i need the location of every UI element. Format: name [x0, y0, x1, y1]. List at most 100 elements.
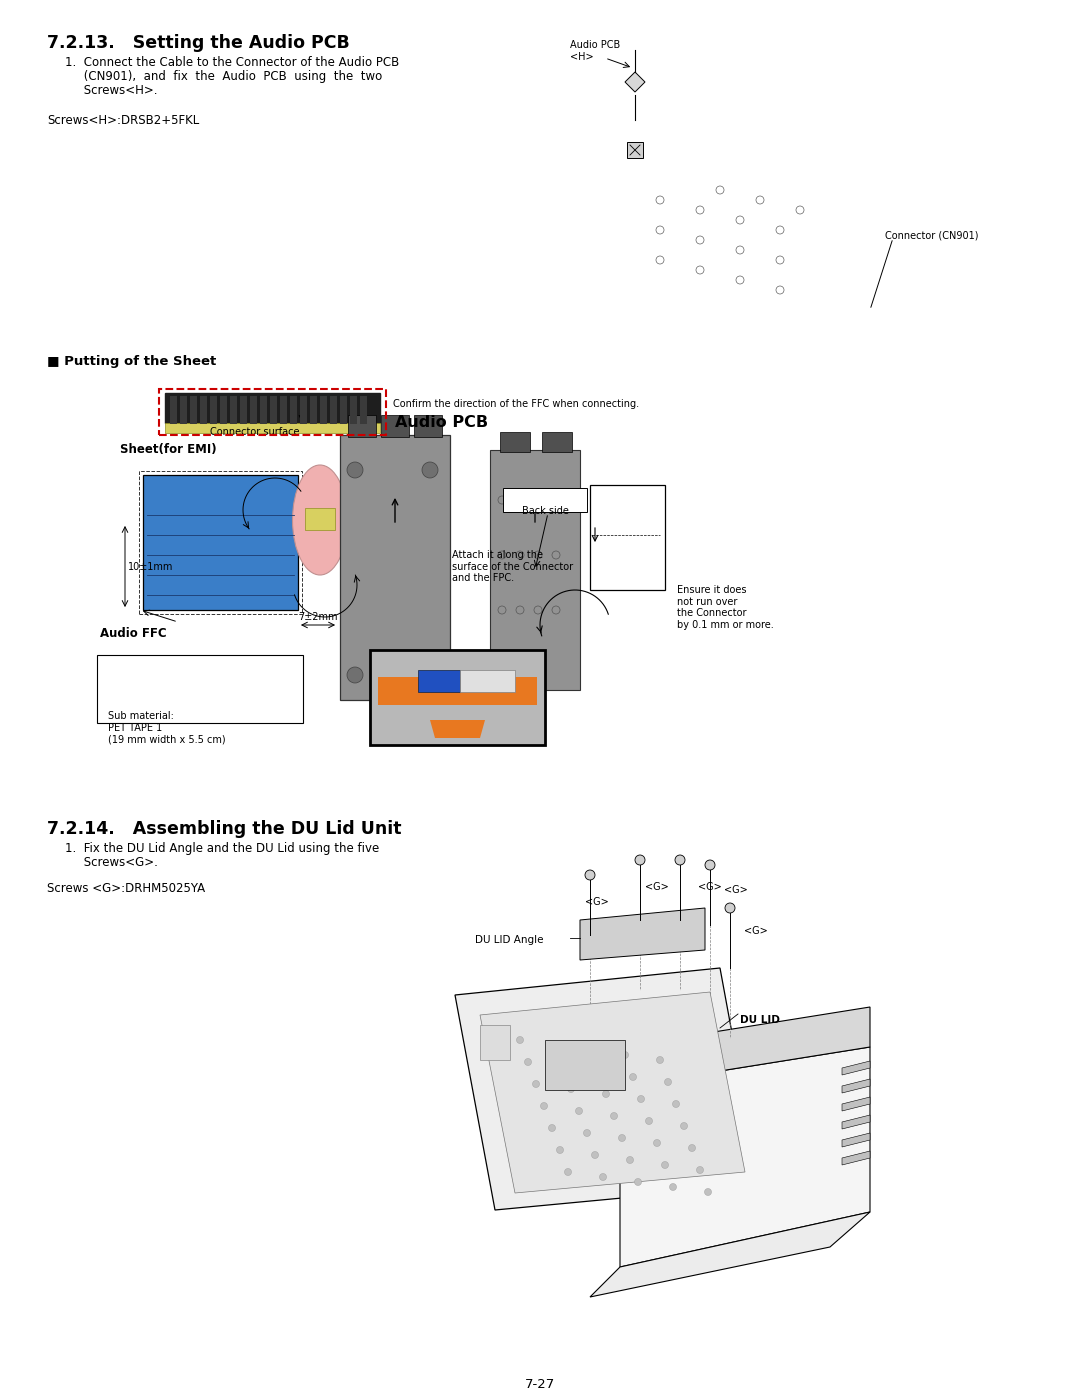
- Circle shape: [619, 1134, 625, 1141]
- Circle shape: [725, 902, 735, 914]
- Text: 7±2mm: 7±2mm: [298, 612, 338, 622]
- FancyBboxPatch shape: [545, 1039, 625, 1090]
- Polygon shape: [455, 968, 760, 1210]
- FancyBboxPatch shape: [503, 488, 588, 511]
- Polygon shape: [590, 1213, 870, 1296]
- FancyBboxPatch shape: [320, 395, 327, 425]
- Circle shape: [630, 1073, 636, 1080]
- Polygon shape: [842, 1097, 870, 1111]
- Text: <G>: <G>: [585, 897, 609, 907]
- Text: <G>: <G>: [645, 882, 669, 893]
- Circle shape: [556, 1147, 564, 1154]
- Text: 10±1mm: 10±1mm: [129, 562, 174, 571]
- Text: Attach it along the
surface of the Connector
and the FPC.: Attach it along the surface of the Conne…: [453, 550, 573, 583]
- Text: ■ Putting of the Sheet: ■ Putting of the Sheet: [48, 355, 216, 367]
- Circle shape: [540, 1102, 548, 1109]
- FancyBboxPatch shape: [305, 509, 335, 529]
- Text: Ensure it does
not run over
the Connector
by 0.1 mm or more.: Ensure it does not run over the Connecto…: [677, 585, 773, 630]
- Polygon shape: [842, 1060, 870, 1076]
- FancyBboxPatch shape: [340, 395, 347, 425]
- Text: Audio FFC: Audio FFC: [100, 627, 166, 640]
- FancyBboxPatch shape: [165, 423, 380, 433]
- Polygon shape: [842, 1133, 870, 1147]
- FancyBboxPatch shape: [230, 395, 237, 425]
- Ellipse shape: [293, 465, 348, 576]
- FancyBboxPatch shape: [340, 434, 450, 700]
- FancyBboxPatch shape: [240, 395, 247, 425]
- Text: Audio PCB
<H>: Audio PCB <H>: [570, 41, 620, 61]
- Text: DU LID Angle: DU LID Angle: [475, 935, 543, 944]
- Circle shape: [635, 1179, 642, 1186]
- FancyBboxPatch shape: [542, 432, 572, 453]
- FancyBboxPatch shape: [378, 678, 537, 705]
- FancyBboxPatch shape: [97, 655, 303, 724]
- Circle shape: [422, 462, 438, 478]
- Circle shape: [567, 1085, 575, 1092]
- Text: Screws<G>.: Screws<G>.: [65, 856, 158, 869]
- FancyBboxPatch shape: [190, 395, 197, 425]
- FancyBboxPatch shape: [414, 415, 442, 437]
- FancyBboxPatch shape: [300, 395, 307, 425]
- Circle shape: [626, 1157, 634, 1164]
- Circle shape: [621, 1052, 629, 1059]
- Circle shape: [583, 1130, 591, 1137]
- Circle shape: [565, 1168, 571, 1175]
- Circle shape: [516, 1037, 524, 1044]
- Circle shape: [697, 1166, 703, 1173]
- Circle shape: [347, 666, 363, 683]
- Text: DU LID: DU LID: [740, 1016, 780, 1025]
- Circle shape: [664, 1078, 672, 1085]
- FancyBboxPatch shape: [291, 395, 297, 425]
- Circle shape: [610, 1112, 618, 1119]
- FancyBboxPatch shape: [220, 395, 227, 425]
- Text: Audio PCB: Audio PCB: [395, 415, 488, 430]
- FancyBboxPatch shape: [381, 415, 409, 437]
- Circle shape: [559, 1063, 567, 1070]
- Text: <G>: <G>: [724, 886, 747, 895]
- Text: Back side: Back side: [522, 506, 568, 515]
- FancyBboxPatch shape: [310, 395, 318, 425]
- Circle shape: [661, 1161, 669, 1168]
- Circle shape: [594, 1069, 602, 1076]
- Circle shape: [586, 1046, 594, 1053]
- Circle shape: [680, 1123, 688, 1130]
- Circle shape: [704, 1189, 712, 1196]
- Text: 7.2.14.   Assembling the DU Lid Unit: 7.2.14. Assembling the DU Lid Unit: [48, 820, 402, 838]
- Circle shape: [646, 1118, 652, 1125]
- FancyBboxPatch shape: [170, 395, 177, 425]
- FancyBboxPatch shape: [249, 395, 257, 425]
- Circle shape: [689, 1144, 696, 1151]
- Circle shape: [532, 1080, 540, 1087]
- FancyBboxPatch shape: [165, 393, 380, 423]
- FancyBboxPatch shape: [418, 671, 460, 692]
- Circle shape: [549, 1125, 555, 1132]
- Circle shape: [525, 1059, 531, 1066]
- Circle shape: [657, 1056, 663, 1063]
- Circle shape: [637, 1095, 645, 1102]
- Text: <G>: <G>: [698, 882, 721, 893]
- FancyBboxPatch shape: [350, 395, 357, 425]
- FancyBboxPatch shape: [480, 1025, 510, 1060]
- FancyBboxPatch shape: [500, 432, 530, 453]
- FancyBboxPatch shape: [370, 650, 545, 745]
- Circle shape: [670, 1183, 676, 1190]
- FancyBboxPatch shape: [143, 475, 298, 610]
- Circle shape: [635, 855, 645, 865]
- Text: 1.  Fix the DU Lid Angle and the DU Lid using the five: 1. Fix the DU Lid Angle and the DU Lid u…: [65, 842, 379, 855]
- Text: Sheet(for EMI): Sheet(for EMI): [120, 443, 217, 455]
- FancyBboxPatch shape: [200, 395, 207, 425]
- Polygon shape: [842, 1078, 870, 1092]
- Circle shape: [675, 855, 685, 865]
- Text: Connector surface: Connector surface: [210, 427, 299, 437]
- FancyBboxPatch shape: [460, 671, 515, 692]
- Text: Connector (CN901): Connector (CN901): [885, 231, 978, 240]
- Circle shape: [705, 861, 715, 870]
- FancyBboxPatch shape: [180, 395, 187, 425]
- Polygon shape: [842, 1151, 870, 1165]
- FancyBboxPatch shape: [490, 450, 580, 690]
- Circle shape: [576, 1108, 582, 1115]
- Text: <G>: <G>: [744, 926, 768, 936]
- Text: Screws <G>:DRHM5025YA: Screws <G>:DRHM5025YA: [48, 882, 205, 895]
- Text: (CN901),  and  fix  the  Audio  PCB  using  the  two: (CN901), and fix the Audio PCB using the…: [65, 70, 382, 82]
- FancyBboxPatch shape: [260, 395, 267, 425]
